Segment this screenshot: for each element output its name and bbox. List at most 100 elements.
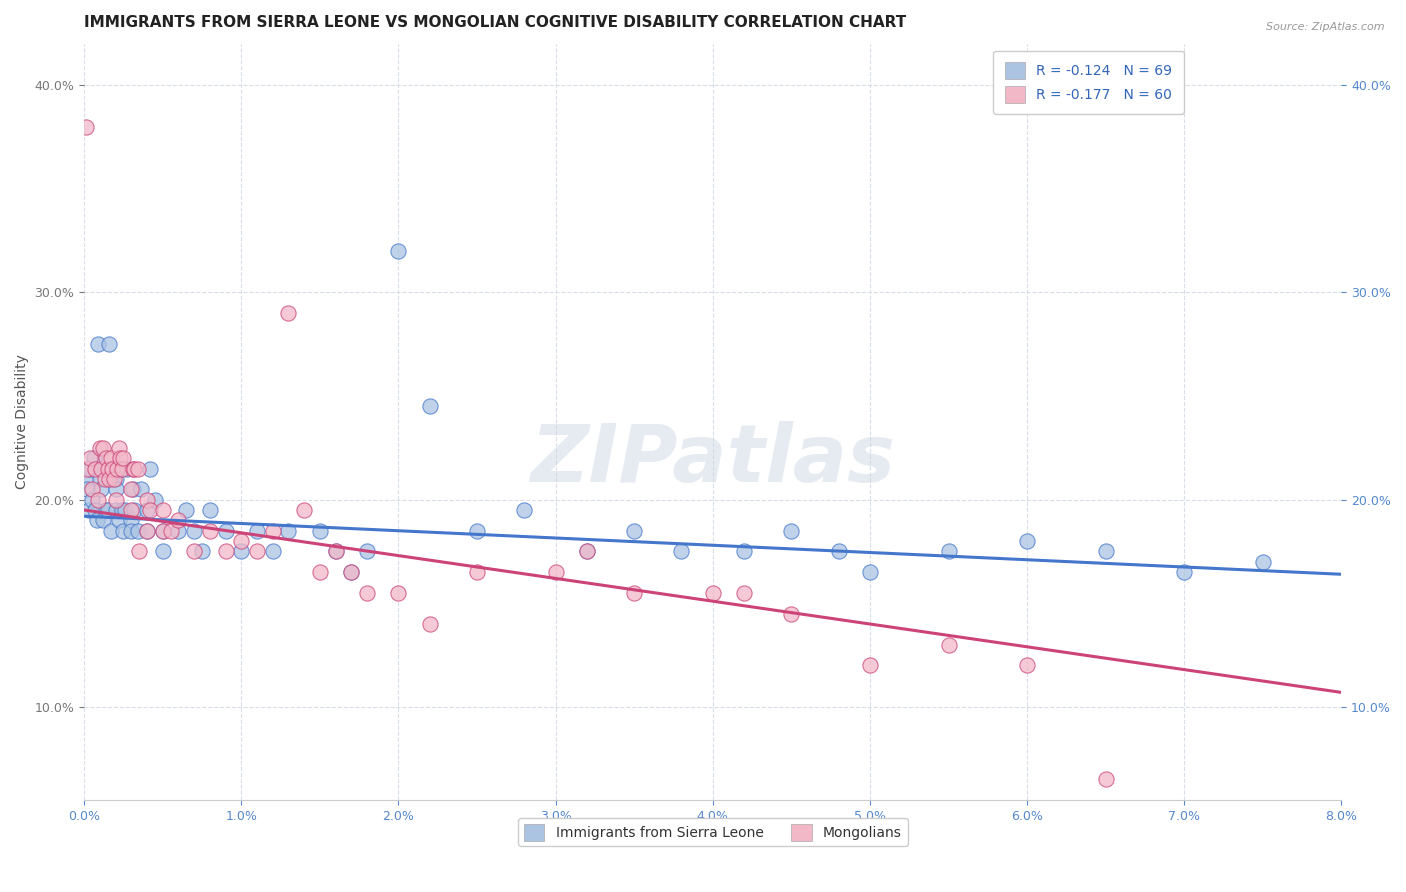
Point [623,586,645,600]
Point [938,638,960,652]
Point [127,461,149,475]
Point [84,503,107,517]
Point [96,503,118,517]
Point [93,461,115,475]
Point [1017,658,1039,673]
Point [80,483,103,497]
Point [111,503,134,517]
Point [325,544,347,558]
Point [702,586,724,600]
Point [96,451,118,466]
Point [84,461,107,475]
Point [128,544,150,558]
Point [87,337,110,351]
Point [419,617,441,632]
Point [115,461,138,475]
Point [309,565,332,579]
Text: ZIPatlas: ZIPatlas [530,421,896,499]
Point [1094,544,1116,558]
Point [623,524,645,538]
Point [340,565,363,579]
Point [277,524,299,538]
Point [198,503,221,517]
Point [1173,565,1195,579]
Point [671,544,693,558]
Point [419,400,441,414]
Point [136,524,159,538]
Point [198,524,221,538]
Point [544,565,567,579]
Point [262,544,284,558]
Point [75,120,97,134]
Point [859,565,882,579]
Point [152,544,174,558]
Point [387,244,409,258]
Point [124,461,146,475]
Point [356,586,378,600]
Point [1251,555,1274,569]
Point [90,483,112,497]
Point [277,306,299,320]
Point [120,513,142,527]
Point [387,586,409,600]
Point [107,441,129,455]
Point [1094,772,1116,787]
Point [191,544,214,558]
Point [122,461,145,475]
Point [136,503,159,517]
Point [97,461,120,475]
Point [122,483,145,497]
Y-axis label: Cognitive Disability: Cognitive Disability [15,354,30,490]
Point [214,544,236,558]
Point [97,503,120,517]
Point [89,472,111,486]
Point [356,544,378,558]
Point [246,544,269,558]
Point [89,441,111,455]
Point [79,451,101,466]
Point [83,451,105,466]
Point [114,503,136,517]
Point [110,461,132,475]
Point [167,524,190,538]
Point [104,483,127,497]
Point [167,513,190,527]
Point [93,472,115,486]
Point [827,544,849,558]
Legend: Immigrants from Sierra Leone, Mongolians: Immigrants from Sierra Leone, Mongolians [517,818,907,847]
Point [733,586,755,600]
Point [183,544,205,558]
Point [100,524,122,538]
Point [111,461,134,475]
Point [127,524,149,538]
Point [104,492,127,507]
Point [87,492,110,507]
Point [340,565,363,579]
Point [91,513,114,527]
Point [780,607,803,621]
Point [159,524,181,538]
Point [465,565,488,579]
Point [325,544,347,558]
Point [1017,534,1039,549]
Point [292,503,315,517]
Point [262,524,284,538]
Point [938,544,960,558]
Point [80,492,103,507]
Point [104,472,127,486]
Point [120,503,142,517]
Point [86,513,108,527]
Point [98,472,121,486]
Point [112,451,135,466]
Point [139,503,162,517]
Text: IMMIGRANTS FROM SIERRA LEONE VS MONGOLIAN COGNITIVE DISABILITY CORRELATION CHART: IMMIGRANTS FROM SIERRA LEONE VS MONGOLIA… [84,15,907,30]
Point [75,472,97,486]
Point [90,461,112,475]
Point [214,524,236,538]
Point [183,524,205,538]
Point [231,534,253,549]
Point [107,513,129,527]
Point [110,451,132,466]
Point [143,492,166,507]
Point [76,461,98,475]
